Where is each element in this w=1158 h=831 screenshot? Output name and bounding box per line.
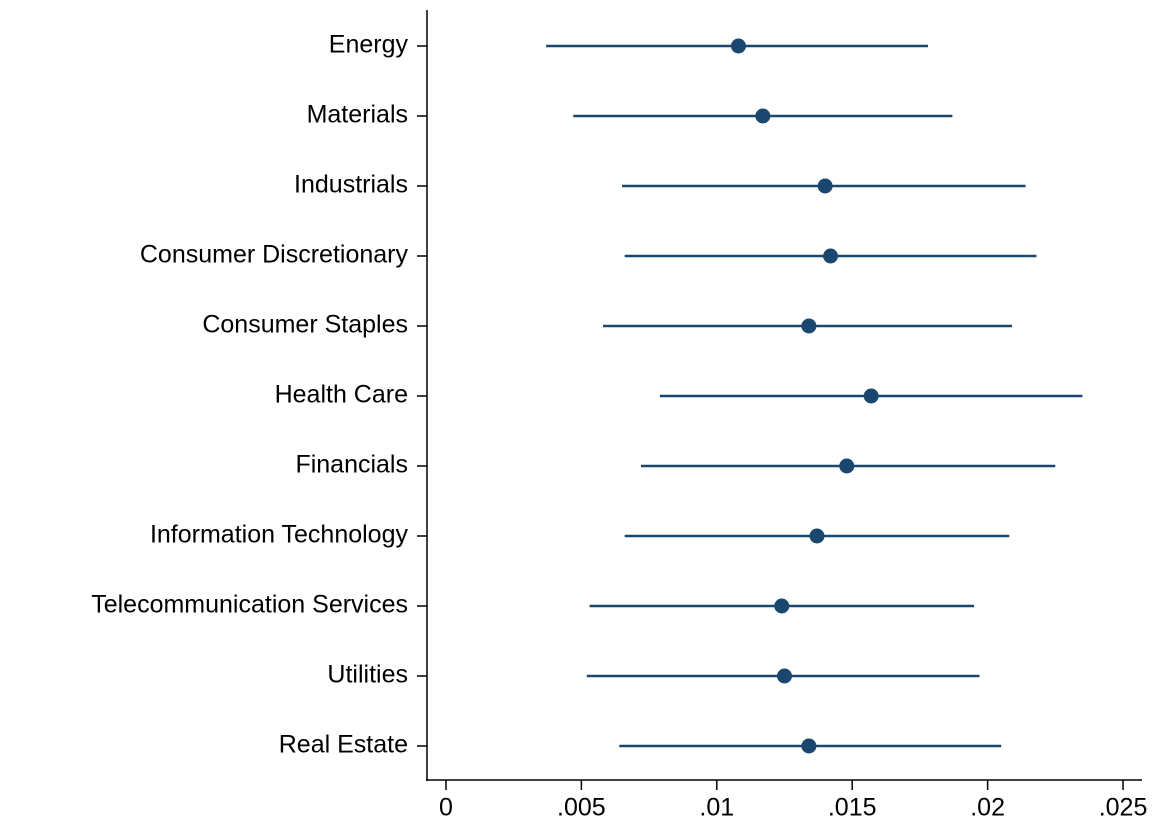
point-estimate bbox=[839, 458, 855, 474]
point-estimate bbox=[823, 248, 839, 264]
y-tick-label: Information Technology bbox=[150, 521, 409, 549]
point-estimate bbox=[809, 528, 825, 544]
point-estimate bbox=[777, 668, 792, 684]
y-tick-label: Materials bbox=[307, 101, 408, 129]
y-tick-label: Financials bbox=[295, 451, 408, 479]
x-tick-label: .025 bbox=[1099, 794, 1148, 822]
point-estimate bbox=[801, 738, 817, 754]
point-estimate bbox=[863, 388, 879, 404]
y-tick-label: Energy bbox=[329, 31, 409, 59]
y-tick-label: Consumer Staples bbox=[202, 311, 408, 339]
y-tick-label: Health Care bbox=[275, 381, 408, 409]
point-estimate bbox=[774, 598, 790, 614]
point-estimate bbox=[801, 318, 817, 334]
y-tick-label: Telecommunication Services bbox=[91, 591, 408, 619]
point-estimate bbox=[817, 178, 833, 194]
point-estimate bbox=[755, 108, 771, 124]
x-tick-label: .005 bbox=[557, 794, 606, 822]
point-estimate bbox=[730, 38, 746, 54]
y-tick-label: Real Estate bbox=[279, 731, 408, 759]
y-tick-label: Utilities bbox=[327, 661, 408, 689]
x-tick-label: 0 bbox=[439, 794, 453, 822]
x-tick-label: .015 bbox=[828, 794, 877, 822]
y-tick-label: Consumer Discretionary bbox=[140, 241, 409, 269]
x-tick-label: .02 bbox=[970, 794, 1005, 822]
y-tick-label: Industrials bbox=[294, 171, 408, 199]
x-tick-label: .01 bbox=[699, 794, 734, 822]
